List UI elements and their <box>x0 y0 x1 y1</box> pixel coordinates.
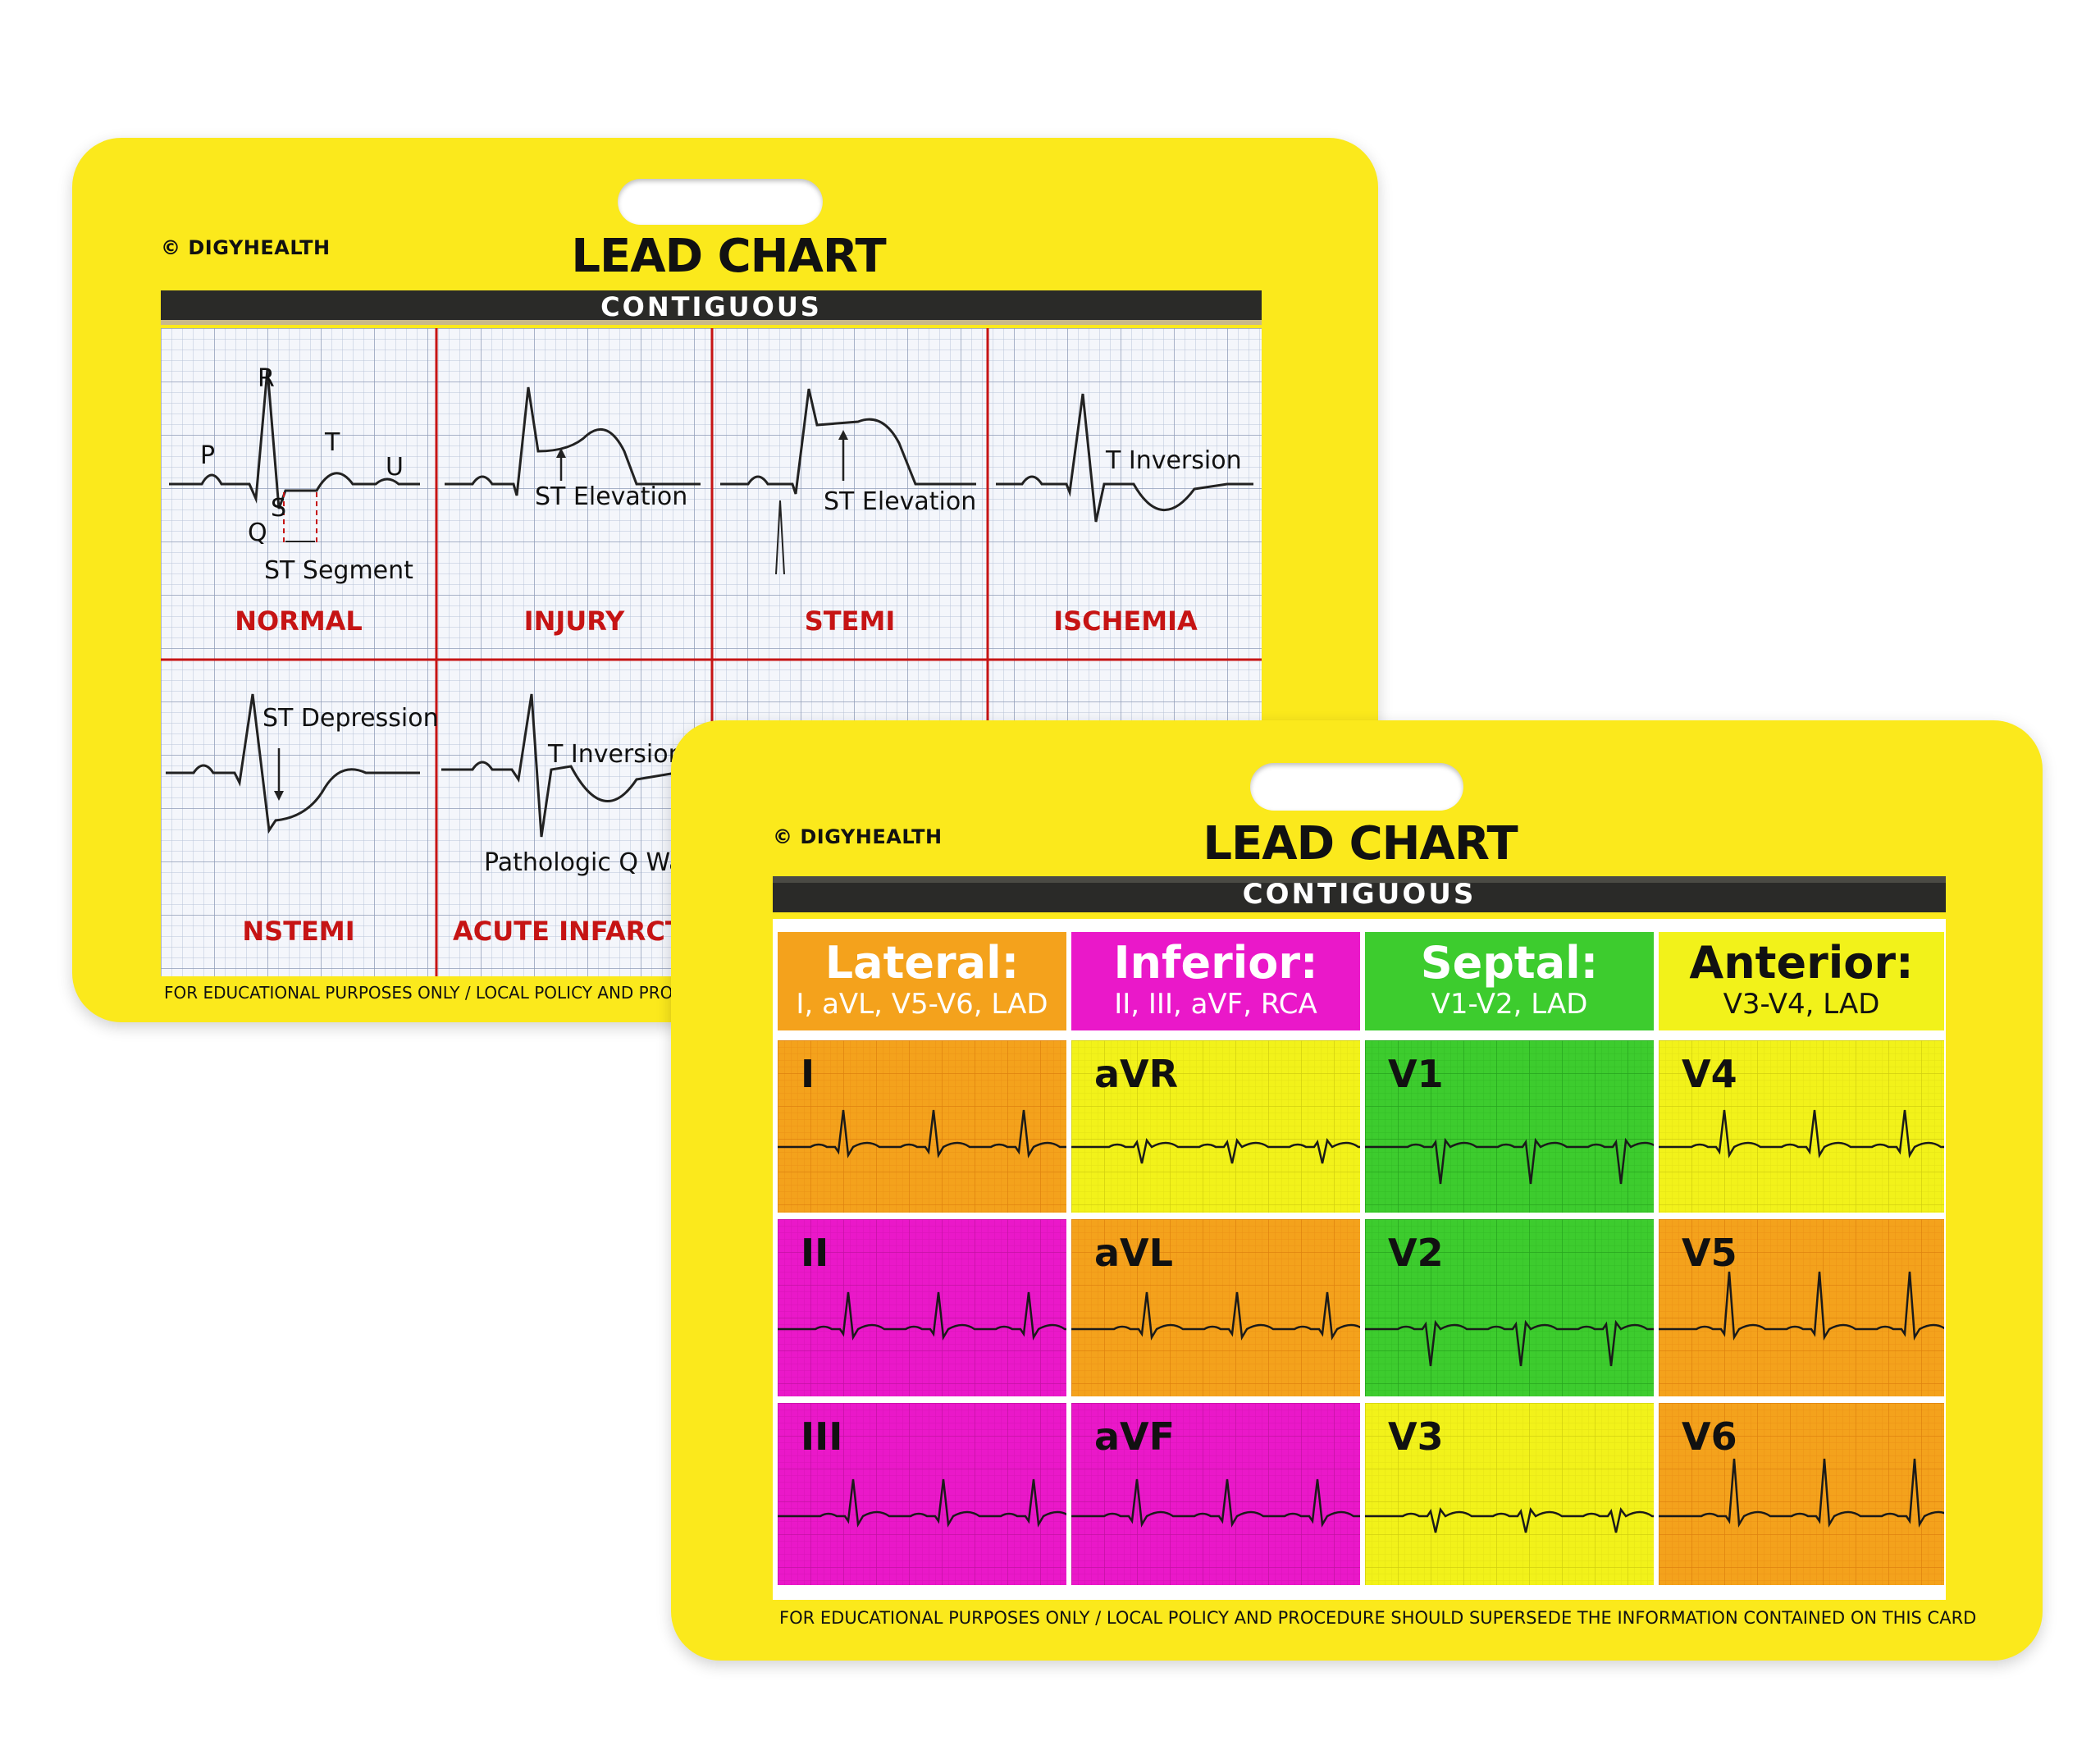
lead-label: aVL <box>1094 1231 1173 1275</box>
ecg-waveform <box>1659 1109 1944 1158</box>
ecg-trace <box>1659 1040 1944 1213</box>
ecg-waveform <box>778 1478 1066 1528</box>
subtitle-bar: CONTIGUOUS <box>773 876 1946 912</box>
lead-label: aVF <box>1094 1414 1176 1459</box>
condition-nstemi: NSTEMI <box>242 916 355 947</box>
copyright-text: © DIGYHEALTH <box>161 236 331 259</box>
ecg-waveform <box>1365 1319 1654 1367</box>
ecg-trace <box>1659 1219 1944 1396</box>
header-septal-title: Septal: <box>1420 937 1599 989</box>
label-t-inversion-acute: T Inversion <box>548 740 684 769</box>
lead-label: V5 <box>1682 1231 1737 1275</box>
label-s: S <box>271 494 287 523</box>
header-inferior-leads: II, III, aVF, RCA <box>1114 988 1317 1021</box>
ecg-waveform <box>1071 1478 1360 1528</box>
label-u: U <box>386 453 404 482</box>
lead-cell-avf: aVF <box>1071 1403 1360 1585</box>
lead-cell-i: I <box>778 1040 1066 1213</box>
lead-cell-v6: V6 <box>1659 1403 1944 1585</box>
lead-cell-ii: II <box>778 1219 1066 1396</box>
lead-label: V2 <box>1388 1231 1444 1275</box>
lead-cell-avr: aVR <box>1071 1040 1360 1213</box>
bar-strip <box>161 320 1262 325</box>
ecg-trace <box>778 1403 1066 1585</box>
subtitle-text: CONTIGUOUS <box>1242 878 1477 911</box>
ecg-trace <box>1071 1403 1360 1585</box>
ecg-trace <box>1365 1040 1654 1213</box>
ecg-waveform <box>1071 1291 1360 1341</box>
lead-cell-avl: aVL <box>1071 1219 1360 1396</box>
ecg-trace <box>1071 1219 1360 1396</box>
ecg-trace <box>1659 1403 1944 1585</box>
subtitle-text: CONTIGUOUS <box>600 291 822 322</box>
bar-strip <box>773 876 1946 883</box>
card-title: LEAD CHART <box>1203 817 1518 870</box>
header-septal: Septal: V1-V2, LAD <box>1365 932 1654 1030</box>
lead-cell-v2: V2 <box>1365 1219 1654 1396</box>
lead-label: V3 <box>1388 1414 1444 1459</box>
lead-label: I <box>801 1052 815 1096</box>
label-p: P <box>200 441 216 470</box>
ecg-waveform <box>1071 1138 1360 1164</box>
label-t-inversion-ischemia: T Inversion <box>1106 446 1242 475</box>
card-title: LEAD CHART <box>571 230 886 283</box>
header-lateral: Lateral: I, aVL, V5-V6, LAD <box>778 932 1066 1030</box>
condition-normal: NORMAL <box>235 605 363 637</box>
lead-label: II <box>801 1231 829 1275</box>
lanyard-slot <box>618 179 823 225</box>
label-r: R <box>258 364 275 393</box>
condition-stemi: STEMI <box>804 605 896 637</box>
lead-label: aVR <box>1094 1052 1179 1096</box>
header-lateral-title: Lateral: <box>824 937 1020 989</box>
ecg-waveform <box>778 1109 1066 1158</box>
ecg-trace <box>1365 1403 1654 1585</box>
lead-grid: Lateral: I, aVL, V5-V6, LAD Inferior: II… <box>773 919 1946 1600</box>
lead-cell-iii: III <box>778 1403 1066 1585</box>
lead-label: III <box>801 1414 843 1459</box>
subtitle-bar: CONTIGUOUS <box>161 290 1262 325</box>
lead-label: V1 <box>1388 1052 1444 1096</box>
label-q: Q <box>248 519 267 547</box>
ecg-trace <box>778 1040 1066 1213</box>
ecg-waveform <box>1659 1458 1944 1528</box>
lead-label: V6 <box>1682 1414 1737 1459</box>
ecg-waveform <box>1659 1271 1944 1341</box>
header-inferior-title: Inferior: <box>1113 937 1318 989</box>
copyright-text: © DIGYHEALTH <box>773 825 943 848</box>
lead-label: V4 <box>1682 1052 1737 1096</box>
header-anterior-leads: V3-V4, LAD <box>1723 988 1880 1021</box>
label-st-depression: ST Depression <box>262 704 439 733</box>
condition-injury: INJURY <box>523 605 625 637</box>
ecg-trace <box>1071 1040 1360 1213</box>
ecg-trace <box>1365 1219 1654 1396</box>
lead-cell-v4: V4 <box>1659 1040 1944 1213</box>
lead-cell-v3: V3 <box>1365 1403 1654 1585</box>
ecg-trace <box>778 1219 1066 1396</box>
lead-cell-v5: V5 <box>1659 1219 1944 1396</box>
label-st-elevation-stemi: ST Elevation <box>824 487 977 516</box>
ecg-waveform <box>778 1291 1066 1341</box>
header-septal-leads: V1-V2, LAD <box>1431 988 1588 1021</box>
label-st-segment: ST Segment <box>264 556 413 585</box>
lead-cell-v1: V1 <box>1365 1040 1654 1213</box>
front-footer: FOR EDUCATIONAL PURPOSES ONLY / LOCAL PO… <box>779 1608 1977 1628</box>
ecg-waveform <box>1365 1137 1654 1185</box>
condition-ischemia: ISCHEMIA <box>1053 605 1198 637</box>
label-st-elevation-injury: ST Elevation <box>535 482 688 511</box>
header-inferior: Inferior: II, III, aVF, RCA <box>1071 932 1360 1030</box>
header-lateral-leads: I, aVL, V5-V6, LAD <box>796 988 1048 1021</box>
front-card: © DIGYHEALTH LEAD CHART CONTIGUOUS Later… <box>671 720 2043 1661</box>
ecg-waveform <box>1365 1507 1654 1533</box>
header-anterior: Anterior: V3-V4, LAD <box>1659 932 1944 1030</box>
label-t: T <box>325 428 340 457</box>
header-anterior-title: Anterior: <box>1689 937 1914 989</box>
lanyard-slot <box>1250 763 1463 811</box>
